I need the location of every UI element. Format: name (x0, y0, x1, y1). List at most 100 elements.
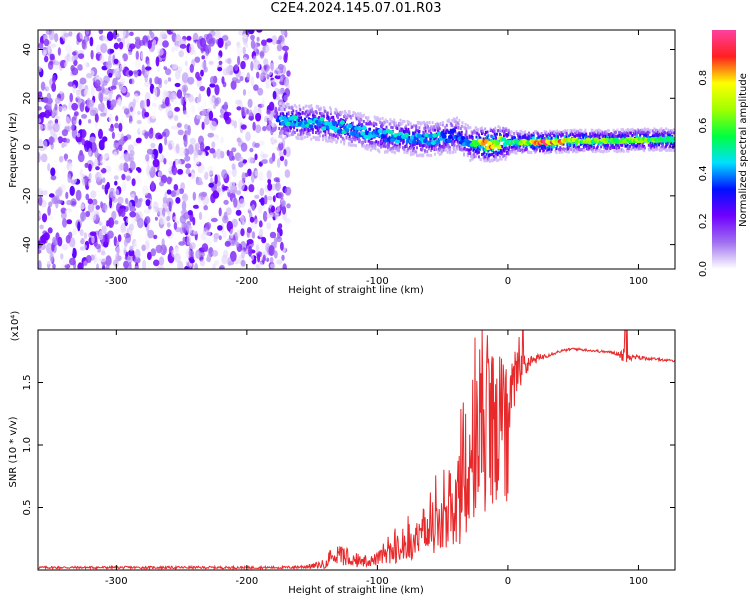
signal-cell (496, 151, 499, 155)
noise-blob (102, 96, 110, 102)
signal-cell (615, 134, 618, 138)
noise-blob (152, 158, 160, 168)
noise-blob (115, 115, 119, 122)
signal-cell (470, 154, 473, 158)
noise-blob (229, 228, 234, 239)
signal-cell (505, 127, 508, 131)
noise-blob (101, 83, 105, 93)
noise-blob (259, 50, 265, 59)
noise-blob (46, 83, 51, 93)
signal-cell (318, 116, 321, 119)
signal-cell (318, 111, 321, 115)
signal-cell (351, 121, 354, 125)
noise-blob (194, 56, 201, 63)
signal-cell (300, 135, 303, 139)
noise-blob (189, 242, 196, 250)
signal-cell (474, 150, 477, 154)
noise-blob (48, 216, 54, 221)
signal-cell (486, 130, 489, 134)
signal-cell (351, 136, 354, 140)
noise-blob (260, 159, 268, 164)
noise-blob (277, 192, 284, 199)
noise-blob (225, 163, 230, 168)
signal-cell (476, 131, 479, 135)
signal-cell (426, 121, 429, 125)
noise-blob (201, 243, 209, 252)
noise-blob (263, 64, 268, 70)
noise-blob (138, 126, 145, 134)
noise-blob (38, 42, 44, 50)
signal-cell (606, 147, 609, 151)
noise-blob (87, 119, 92, 124)
signal-cell (596, 149, 599, 153)
signal-cell (567, 147, 570, 151)
signal-cell (440, 152, 443, 156)
noise-blob (254, 219, 259, 224)
noise-blob (205, 112, 210, 119)
noise-blob (215, 148, 222, 160)
signal-cell (673, 149, 675, 153)
noise-blob (117, 196, 124, 205)
signal-cell (350, 129, 353, 132)
signal-cell (426, 153, 429, 157)
signal-cell (297, 136, 299, 140)
signal-cell (612, 128, 615, 132)
noise-blob (134, 265, 140, 269)
signal-cell (608, 134, 611, 138)
signal-cell (416, 154, 418, 157)
noise-blob (185, 112, 190, 119)
noise-blob (168, 143, 173, 151)
signal-cell (546, 148, 549, 152)
signal-cell (656, 147, 659, 151)
signal-cell (456, 132, 459, 136)
noise-blob (117, 131, 124, 138)
signal-cell (418, 126, 421, 130)
signal-cell (588, 135, 591, 139)
noise-blob (101, 224, 107, 234)
noise-blob (79, 168, 83, 177)
signal-cell (383, 137, 386, 141)
signal-cell (658, 128, 661, 132)
signal-cell (618, 133, 621, 137)
noise-blob (221, 169, 228, 179)
signal-cell (374, 147, 377, 151)
signal-cell (477, 144, 480, 148)
signal-cell (629, 144, 632, 148)
signal-cell (515, 151, 518, 154)
signal-cell (638, 147, 641, 151)
noise-blob (286, 70, 291, 77)
signal-cell (469, 158, 472, 162)
noise-blob (185, 222, 189, 231)
signal-cell (398, 145, 401, 149)
signal-cell (286, 125, 289, 129)
noise-blob (64, 153, 68, 162)
signal-cell (644, 134, 647, 138)
noise-blob (113, 220, 119, 225)
signal-cell (517, 148, 520, 152)
colorbar-tick-label: 0.2 (698, 213, 709, 229)
signal-cell (472, 155, 475, 159)
signal-cell (291, 106, 294, 110)
y-tick-label: 20 (22, 92, 33, 105)
signal-cell (557, 135, 559, 139)
noise-blob (170, 30, 178, 33)
signal-cell (452, 137, 454, 141)
signal-cell (419, 153, 422, 157)
noise-blob (262, 210, 268, 222)
noise-blob (98, 103, 102, 111)
signal-cell (619, 149, 622, 153)
signal-cell (280, 135, 283, 139)
signal-cell (332, 136, 335, 140)
signal-cell (482, 152, 485, 156)
signal-cell (466, 154, 469, 158)
signal-cell (622, 149, 625, 153)
noise-blob (67, 81, 74, 87)
signal-cell (292, 132, 295, 136)
signal-cell (605, 149, 608, 153)
signal-cell (434, 152, 436, 156)
signal-cell (282, 104, 285, 108)
noise-blob (214, 139, 222, 146)
noise-blob (144, 80, 151, 88)
signal-cell (607, 149, 610, 153)
noise-blob (212, 190, 220, 199)
